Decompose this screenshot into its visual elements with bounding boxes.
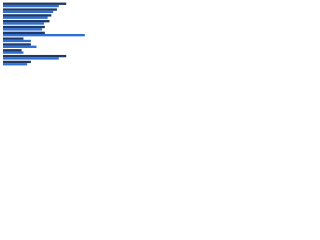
bar <box>3 54 67 58</box>
bar <box>3 57 59 60</box>
bar <box>3 28 43 31</box>
chart <box>3 2 85 66</box>
bar <box>3 63 28 66</box>
bar <box>3 8 57 11</box>
bar <box>3 31 45 34</box>
bar <box>3 10 54 14</box>
bar <box>3 45 37 48</box>
bar <box>3 39 31 43</box>
bar <box>3 43 31 46</box>
bar <box>3 2 67 5</box>
bar <box>3 20 50 23</box>
bar <box>3 14 52 17</box>
bar <box>3 25 45 29</box>
bar <box>3 22 44 25</box>
bar <box>3 37 24 40</box>
bar <box>3 49 22 52</box>
bar <box>3 4 59 8</box>
bar <box>3 60 31 64</box>
bar <box>3 16 48 19</box>
bar <box>3 34 85 37</box>
bar <box>3 51 24 54</box>
